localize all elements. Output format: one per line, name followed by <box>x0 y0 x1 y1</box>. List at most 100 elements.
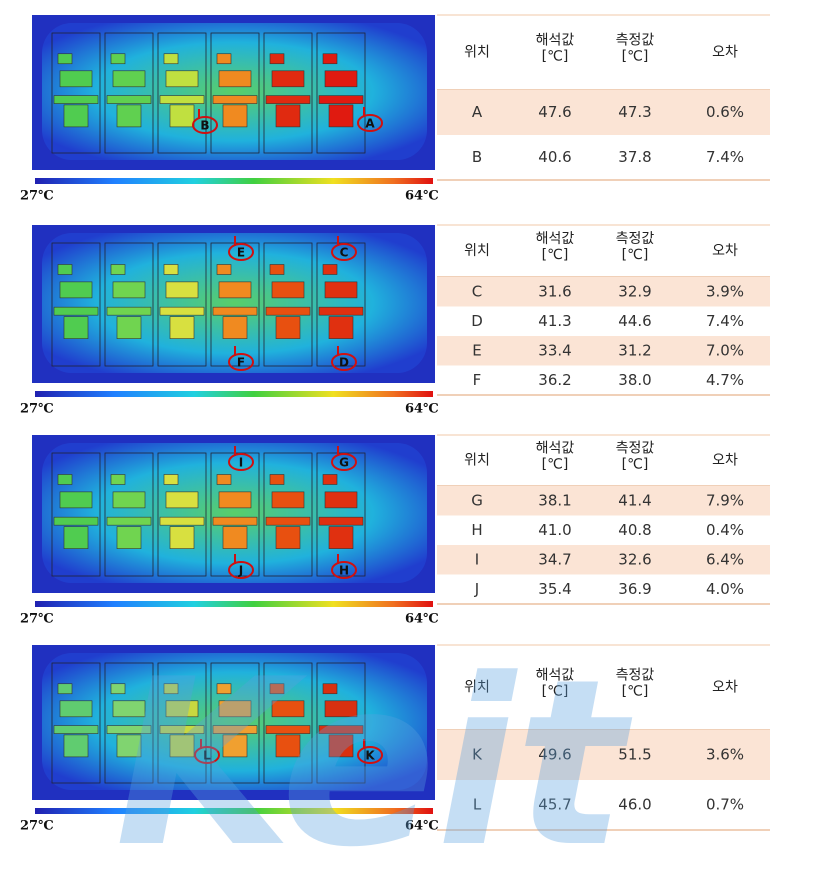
module-part <box>159 516 205 526</box>
module-part <box>169 526 195 549</box>
header-cell: [℃] <box>622 247 649 263</box>
marker-label: C <box>340 246 349 260</box>
cell: 40.6 <box>538 148 571 166</box>
scale-max: 64℃ <box>405 189 439 204</box>
module-part <box>53 95 99 104</box>
module-part <box>328 734 354 758</box>
module-part <box>324 491 358 509</box>
module-part <box>63 104 89 128</box>
module <box>157 242 207 367</box>
marker <box>194 746 220 764</box>
row-shade <box>437 730 770 780</box>
header-cell: [℃] <box>542 49 569 65</box>
module-part <box>318 725 364 734</box>
module-part <box>59 281 93 299</box>
module-part <box>275 316 301 339</box>
module <box>51 242 101 367</box>
header-cell: 측정값 <box>616 668 655 684</box>
color-bar <box>35 178 433 184</box>
header-cell: 오차 <box>712 243 738 259</box>
module-part <box>106 725 152 734</box>
module-part <box>265 516 311 526</box>
watermark: Keit <box>115 631 633 888</box>
module-part <box>216 683 232 695</box>
module-part <box>322 474 338 485</box>
module <box>51 32 101 154</box>
cell: 34.7 <box>538 550 571 568</box>
marker <box>357 114 383 132</box>
header-cell: 해석값 <box>536 33 575 49</box>
marker-label: A <box>365 117 375 131</box>
module-part <box>53 516 99 526</box>
thermal-image: I G J H <box>32 435 435 593</box>
module <box>316 452 366 577</box>
header-cell: 위치 <box>464 243 490 259</box>
cell: E <box>472 341 481 359</box>
module-part <box>63 734 89 758</box>
cell: 31.6 <box>538 282 571 300</box>
row-shade <box>437 277 770 307</box>
cell: 47.3 <box>618 103 651 121</box>
marker-label: B <box>200 119 209 133</box>
marker <box>192 116 218 134</box>
header-cell: [℃] <box>622 457 649 473</box>
module-part <box>169 316 195 339</box>
module-part <box>216 53 232 65</box>
marker-label: G <box>339 456 349 470</box>
color-bar <box>35 391 433 397</box>
cell: 37.8 <box>618 148 651 166</box>
module-part <box>318 95 364 104</box>
header-cell: 오차 <box>712 453 738 469</box>
module <box>263 452 313 577</box>
marker-label: H <box>339 564 349 578</box>
module-part <box>318 306 364 316</box>
cell: D <box>471 312 483 330</box>
header-cell: [℃] <box>542 247 569 263</box>
cell: 31.2 <box>618 341 651 359</box>
module <box>210 32 260 154</box>
row-shade <box>437 486 770 516</box>
module-part <box>269 264 285 275</box>
module-part <box>59 700 93 718</box>
module-part <box>57 683 73 695</box>
cell: A <box>472 103 483 121</box>
module-part <box>163 53 179 65</box>
module <box>157 662 207 784</box>
cell: 38.0 <box>618 371 651 389</box>
header-cell: 오차 <box>712 680 738 696</box>
module <box>104 32 154 154</box>
module <box>263 32 313 154</box>
module-part <box>116 104 142 128</box>
cell: 44.6 <box>618 312 651 330</box>
module-part <box>110 683 126 695</box>
cell: 0.6% <box>706 103 744 121</box>
module-part <box>216 264 232 275</box>
header-cell: 오차 <box>712 45 738 61</box>
marker <box>357 746 383 764</box>
module-part <box>63 526 89 549</box>
header-cell: 해석값 <box>536 668 575 684</box>
module-part <box>322 53 338 65</box>
module-part <box>112 70 146 88</box>
module-part <box>265 306 311 316</box>
cell: 7.9% <box>706 491 744 509</box>
cell: 36.2 <box>538 371 571 389</box>
module-part <box>328 104 354 128</box>
module-part <box>218 70 252 88</box>
header-cell: [℃] <box>542 457 569 473</box>
module-part <box>218 491 252 509</box>
module-part <box>53 306 99 316</box>
header-cell: [℃] <box>622 49 649 65</box>
header-cell: 측정값 <box>616 441 655 457</box>
cell: 41.0 <box>538 521 571 539</box>
module-part <box>212 306 258 316</box>
scale-min: 27℃ <box>20 612 54 627</box>
module-part <box>324 700 358 718</box>
cell: J <box>474 580 479 598</box>
module-part <box>265 725 311 734</box>
module <box>104 662 154 784</box>
module-part <box>165 70 199 88</box>
cell: 0.4% <box>706 521 744 539</box>
module-part <box>169 104 195 128</box>
